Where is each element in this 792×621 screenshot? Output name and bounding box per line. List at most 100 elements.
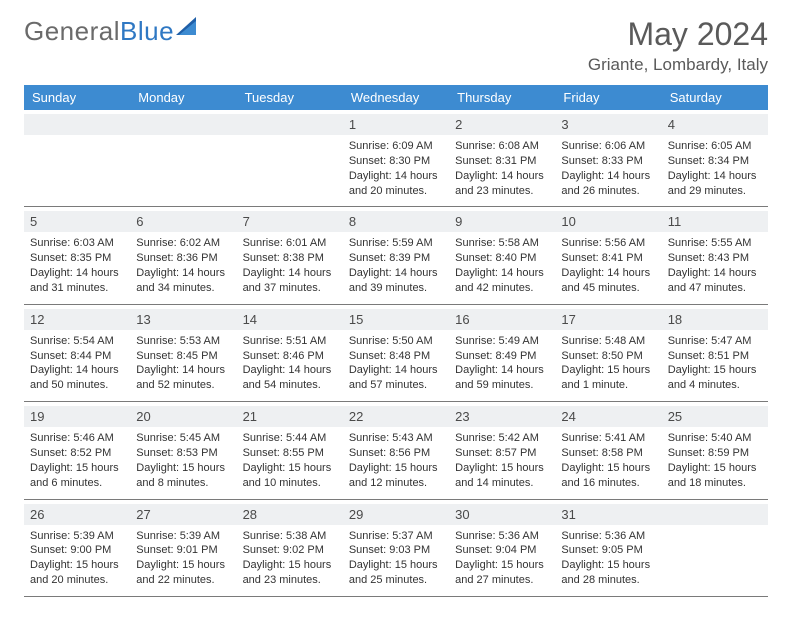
day-number: 13 [130,309,236,330]
day-info: Sunrise: 5:49 AMSunset: 8:49 PMDaylight:… [455,334,549,393]
daylight-text: Daylight: 15 hours and 8 minutes. [136,461,230,491]
day-info: Sunrise: 6:08 AMSunset: 8:31 PMDaylight:… [455,139,549,198]
sunrise-text: Sunrise: 5:47 AM [668,334,762,349]
weekday-wednesday: Wednesday [343,85,449,110]
calendar-day-cell: 17Sunrise: 5:48 AMSunset: 8:50 PMDayligh… [555,305,661,401]
sunset-text: Sunset: 8:44 PM [30,349,124,364]
day-info: Sunrise: 5:48 AMSunset: 8:50 PMDaylight:… [561,334,655,393]
daylight-text: Daylight: 15 hours and 25 minutes. [349,558,443,588]
sunset-text: Sunset: 8:31 PM [455,154,549,169]
sunrise-text: Sunrise: 5:55 AM [668,236,762,251]
logo-text-gray: General [24,16,120,47]
sunrise-text: Sunrise: 5:39 AM [136,529,230,544]
sunrise-text: Sunrise: 5:58 AM [455,236,549,251]
day-number: . [130,114,236,135]
day-number: 12 [24,309,130,330]
brand-logo: GeneralBlue [24,16,200,47]
sunrise-text: Sunrise: 6:03 AM [30,236,124,251]
sunset-text: Sunset: 8:45 PM [136,349,230,364]
weekday-sunday: Sunday [24,85,130,110]
day-number: 5 [24,211,130,232]
calendar-day-cell: 15Sunrise: 5:50 AMSunset: 8:48 PMDayligh… [343,305,449,401]
calendar-day-cell: 8Sunrise: 5:59 AMSunset: 8:39 PMDaylight… [343,207,449,303]
daylight-text: Daylight: 14 hours and 45 minutes. [561,266,655,296]
day-info: Sunrise: 5:46 AMSunset: 8:52 PMDaylight:… [30,431,124,490]
sunset-text: Sunset: 8:35 PM [30,251,124,266]
calendar-day-cell: . [130,110,236,206]
day-info: Sunrise: 5:53 AMSunset: 8:45 PMDaylight:… [136,334,230,393]
daylight-text: Daylight: 14 hours and 29 minutes. [668,169,762,199]
day-info: Sunrise: 6:03 AMSunset: 8:35 PMDaylight:… [30,236,124,295]
sunset-text: Sunset: 8:52 PM [30,446,124,461]
day-info: Sunrise: 5:59 AMSunset: 8:39 PMDaylight:… [349,236,443,295]
sunrise-text: Sunrise: 5:36 AM [455,529,549,544]
sunrise-text: Sunrise: 5:54 AM [30,334,124,349]
day-number: 23 [449,406,555,427]
sunrise-text: Sunrise: 6:09 AM [349,139,443,154]
day-number: 20 [130,406,236,427]
day-info: Sunrise: 5:39 AMSunset: 9:01 PMDaylight:… [136,529,230,588]
sunset-text: Sunset: 8:36 PM [136,251,230,266]
calendar-day-cell: 27Sunrise: 5:39 AMSunset: 9:01 PMDayligh… [130,500,236,596]
day-number: 3 [555,114,661,135]
day-info: Sunrise: 5:44 AMSunset: 8:55 PMDaylight:… [243,431,337,490]
weekday-tuesday: Tuesday [237,85,343,110]
sunset-text: Sunset: 8:49 PM [455,349,549,364]
calendar-day-cell: 7 Sunrise: 6:01 AMSunset: 8:38 PMDaylight… [237,207,343,303]
sunrise-text: Sunrise: 5:46 AM [30,431,124,446]
sunrise-text: Sunrise: 6:01 AM [243,236,337,251]
sunrise-text: Sunrise: 5:44 AM [243,431,337,446]
daylight-text: Daylight: 15 hours and 12 minutes. [349,461,443,491]
day-number: 9 [449,211,555,232]
day-number: 19 [24,406,130,427]
daylight-text: Daylight: 14 hours and 59 minutes. [455,363,549,393]
daylight-text: Daylight: 15 hours and 4 minutes. [668,363,762,393]
weekday-saturday: Saturday [662,85,768,110]
calendar-day-cell: 9 Sunrise: 5:58 AMSunset: 8:40 PMDaylight… [449,207,555,303]
calendar-day-cell: . [24,110,130,206]
calendar-day-cell: 10 Sunrise: 5:56 AMSunset: 8:41 PMDayligh… [555,207,661,303]
calendar-week-row: 12 Sunrise: 5:54 AMSunset: 8:44 PM Dayligh… [24,305,768,402]
daylight-text: Daylight: 14 hours and 26 minutes. [561,169,655,199]
weekday-header: Sunday Monday Tuesday Wednesday Thursday… [24,85,768,110]
daylight-text: Daylight: 14 hours and 31 minutes. [30,266,124,296]
day-number: 7 [237,211,343,232]
calendar-page: GeneralBlue May 2024 Griante, Lombardy, … [0,0,792,621]
daylight-text: Daylight: 15 hours and 16 minutes. [561,461,655,491]
day-number: 4 [662,114,768,135]
day-number: 26 [24,504,130,525]
day-info: Sunrise: 5:45 AMSunset: 8:53 PMDaylight:… [136,431,230,490]
day-info: Sunrise: 5:56 AMSunset: 8:41 PMDaylight:… [561,236,655,295]
calendar-day-cell: 1Sunrise: 6:09 AMSunset: 8:30 PMDaylight… [343,110,449,206]
day-info: Sunrise: 6:09 AMSunset: 8:30 PMDaylight:… [349,139,443,198]
sunset-text: Sunset: 8:55 PM [243,446,337,461]
weekday-thursday: Thursday [449,85,555,110]
daylight-text: Daylight: 14 hours and 57 minutes. [349,363,443,393]
sunset-text: Sunset: 8:30 PM [349,154,443,169]
header-row: GeneralBlue May 2024 Griante, Lombardy, … [24,16,768,75]
sunset-text: Sunset: 8:53 PM [136,446,230,461]
day-info: Sunrise: 5:51 AMSunset: 8:46 PMDaylight:… [243,334,337,393]
sunset-text: Sunset: 8:38 PM [243,251,337,266]
sunset-text: Sunset: 9:01 PM [136,543,230,558]
calendar-day-cell: 4Sunrise: 6:05 AMSunset: 8:34 PMDaylight… [662,110,768,206]
day-number: 10 [555,211,661,232]
calendar-day-cell: 2Sunrise: 6:08 AMSunset: 8:31 PMDaylight… [449,110,555,206]
sunrise-text: Sunrise: 5:49 AM [455,334,549,349]
day-info: Sunrise: 5:38 AMSunset: 9:02 PMDaylight:… [243,529,337,588]
sunset-text: Sunset: 8:33 PM [561,154,655,169]
daylight-text: Daylight: 14 hours and 23 minutes. [455,169,549,199]
calendar-week-row: 26 Sunrise: 5:39 AMSunset: 9:00 PMDayligh… [24,500,768,597]
day-number: . [24,114,130,135]
day-info: Sunrise: 5:39 AMSunset: 9:00 PMDaylight:… [30,529,124,588]
calendar-day-cell: 6Sunrise: 6:02 AMSunset: 8:36 PMDaylight… [130,207,236,303]
sunset-text: Sunset: 8:59 PM [668,446,762,461]
sunset-text: Sunset: 8:51 PM [668,349,762,364]
calendar-week-row: 5Sunrise: 6:03 AMSunset: 8:35 PMDaylight… [24,207,768,304]
sunrise-text: Sunrise: 6:02 AM [136,236,230,251]
day-info: Sunrise: 5:58 AMSunset: 8:40 PMDaylight:… [455,236,549,295]
day-number: 24 [555,406,661,427]
daylight-text: Daylight: 15 hours and 22 minutes. [136,558,230,588]
day-info: Sunrise: 6:01 AMSunset: 8:38 PMDaylight:… [243,236,337,295]
sunrise-text: Sunrise: 5:39 AM [30,529,124,544]
